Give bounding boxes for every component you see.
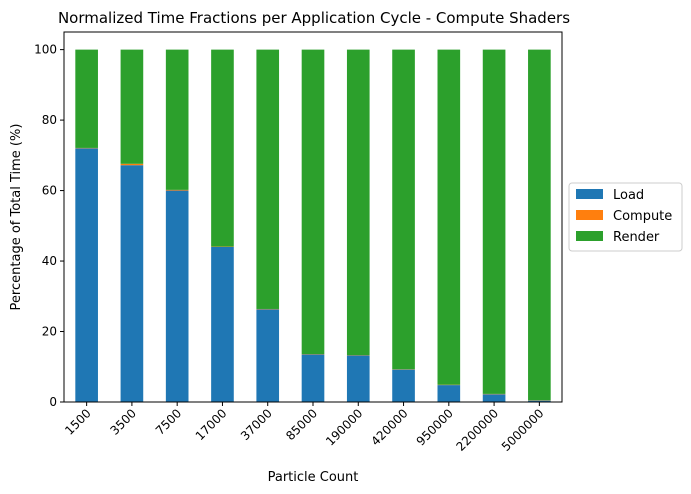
y-tick-label: 60 [42,184,57,198]
x-tick-label: 950000 [414,406,456,448]
x-tick-label: 1500 [62,406,93,437]
x-tick-label: 17000 [193,406,230,443]
bar-render-7500 [165,49,189,190]
y-tick-label: 80 [42,113,57,127]
bar-render-17000 [211,49,234,247]
bars-layer [75,49,551,402]
y-tick-label: 100 [34,43,57,57]
bar-load-420000 [392,369,415,402]
x-axis: 1500 3500 7500 17000 37000 85000 190000 420000 9… [62,402,546,454]
bar-load-7500 [165,190,189,402]
bar-render-85000 [301,49,325,355]
y-tick-label: 0 [49,395,57,409]
bar-render-5000000 [528,49,551,401]
bar-load-5000000 [528,400,551,402]
bar-load-37000 [256,309,280,402]
legend-label-compute: Compute [613,209,672,224]
bar-compute-7500 [165,189,189,191]
y-tick-label: 20 [42,325,57,339]
y-tick-label: 40 [42,254,57,268]
bar-load-3500 [120,165,144,402]
bar-load-2200000 [482,394,506,402]
bar-load-85000 [301,354,325,402]
y-axis: 0 20 40 60 80 100 [34,43,64,409]
bar-compute-3500 [120,163,144,166]
x-tick-label: 3500 [108,406,139,437]
x-tick-label: 5000000 [499,406,547,454]
bar-render-37000 [256,49,280,309]
x-axis-label: Particle Count [268,470,359,485]
y-axis-label: Percentage of Total Time (%) [9,124,24,311]
bar-load-190000 [346,355,370,402]
bar-load-17000 [211,246,234,402]
legend-label-render: Render [613,230,660,245]
bar-render-190000 [346,49,370,356]
legend: Load Compute Render [568,182,683,252]
legend-swatch-compute [576,210,603,220]
x-tick-label: 37000 [238,406,275,443]
x-tick-label: 85000 [283,406,320,443]
x-tick-label: 190000 [323,406,365,448]
chart-title: Normalized Time Fractions per Applicatio… [58,9,570,27]
legend-label-load: Load [613,188,644,203]
x-tick-label: 7500 [153,406,184,437]
legend-swatch-load [576,189,603,199]
bar-load-1500 [75,148,98,402]
x-tick-label: 420000 [368,406,410,448]
bar-load-950000 [437,385,461,402]
bar-render-2200000 [482,49,506,394]
bar-render-3500 [120,49,144,164]
legend-swatch-render [576,231,603,241]
bar-render-1500 [75,49,98,148]
bar-render-420000 [392,49,415,370]
x-tick-label: 2200000 [454,406,502,454]
bar-render-950000 [437,49,461,385]
